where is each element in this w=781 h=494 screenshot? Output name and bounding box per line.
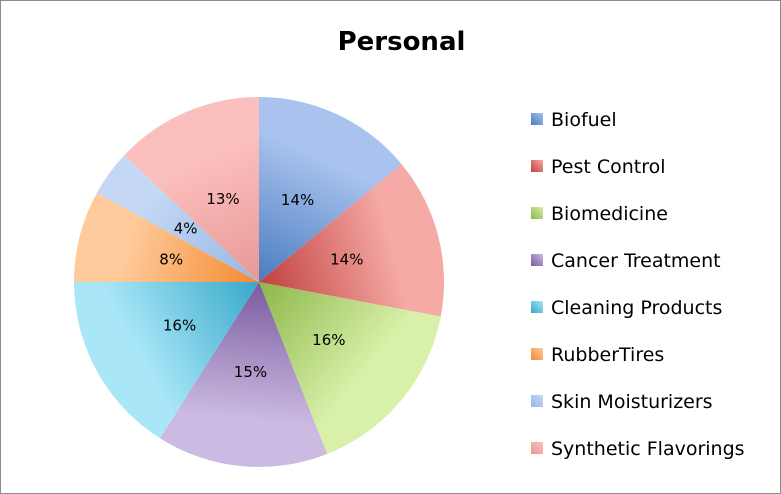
legend-swatch (531, 442, 543, 454)
legend-swatch (531, 254, 543, 266)
legend-swatch (531, 301, 543, 313)
legend-swatch (531, 395, 543, 407)
data-label: 4% (174, 220, 198, 238)
legend-swatch (531, 113, 543, 125)
legend-label: Cleaning Products (551, 297, 722, 319)
pie-slice-synthetic-flavorings (124, 97, 259, 282)
legend-label: Biofuel (551, 109, 617, 131)
pie-slice-biomedicine (259, 282, 441, 455)
legend-label: Pest Control (551, 156, 666, 178)
pie-slice-cancer-treatment (159, 282, 328, 467)
legend: Biofuel Pest Control Biomedicine Cancer Tre… (531, 109, 745, 460)
data-label: 14% (330, 250, 363, 268)
data-label: 8% (159, 250, 183, 268)
pie-slice-pest-control (259, 164, 445, 317)
legend-swatch (531, 348, 543, 360)
legend-swatch (531, 160, 543, 172)
pie-slice-skin-moisturizers (96, 155, 259, 282)
pie-slice-rubbertires (74, 192, 259, 282)
legend-label: Cancer Treatment (551, 250, 721, 272)
data-label: 15% (234, 363, 267, 381)
legend-label: Biomedicine (551, 203, 668, 225)
data-label: 16% (163, 317, 196, 335)
chart-title-text: Personal (337, 27, 466, 57)
pie-slice-cleaning-products (74, 282, 259, 439)
legend-label: Skin Moisturizers (551, 391, 713, 413)
chart-title: Personal (1, 27, 780, 57)
data-label: 16% (312, 331, 345, 349)
data-labels: 14% 14% 16% 15% 16% 8% 4% 13% (159, 190, 363, 381)
data-label: 13% (206, 190, 239, 208)
legend-label: Synthetic Flavorings (551, 438, 745, 460)
legend-label: RubberTires (551, 344, 664, 366)
pie-slice-biofuel (259, 97, 402, 282)
data-label: 14% (281, 191, 314, 209)
legend-swatch (531, 207, 543, 219)
pie-slices (74, 97, 445, 467)
